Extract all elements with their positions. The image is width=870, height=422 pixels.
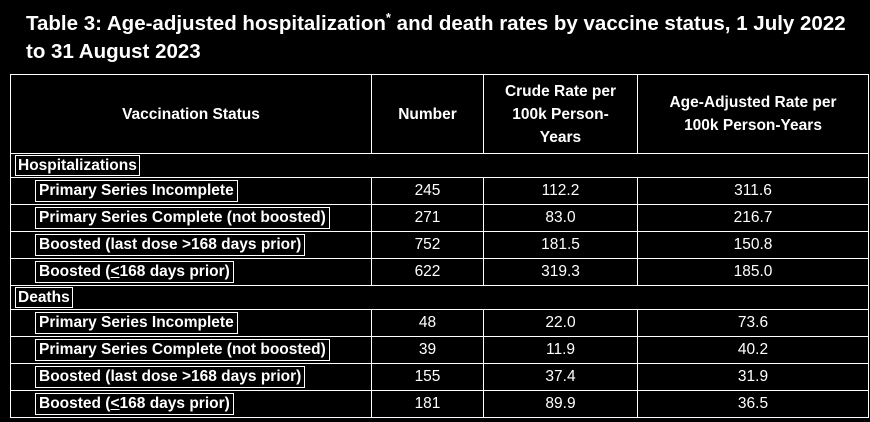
row-crude-rate: 89.9 <box>483 390 638 418</box>
header-age-adjusted-rate: Age-Adjusted Rate per 100k Person-Years <box>637 74 869 154</box>
table-row: Boosted (last dose >168 days prior) 752 … <box>10 231 869 259</box>
table-row: Boosted (<168 days prior) 181 89.9 36.5 <box>10 390 869 418</box>
row-status: Primary Series Incomplete <box>35 180 238 202</box>
row-crude-rate: 22.0 <box>483 309 638 337</box>
row-crude-rate: 83.0 <box>483 204 638 232</box>
row-number: 48 <box>371 309 484 337</box>
row-number: 39 <box>371 336 484 364</box>
row-adjusted-rate: 73.6 <box>637 309 869 337</box>
row-number: 245 <box>371 177 484 205</box>
row-status-symbol: < <box>110 263 120 280</box>
header-row: Vaccination Status Number Crude Rate per… <box>10 74 869 154</box>
row-status-part: 168 days prior) <box>119 263 230 280</box>
row-crude-rate: 11.9 <box>483 336 638 364</box>
row-number: 181 <box>371 390 484 418</box>
row-status: Primary Series Complete (not boosted) <box>35 339 330 361</box>
table-row: Boosted (<168 days prior) 622 319.3 185.… <box>10 258 869 286</box>
table-row: Primary Series Complete (not boosted) 27… <box>10 204 869 232</box>
row-status: Boosted (last dose >168 days prior) <box>35 234 306 256</box>
row-adjusted-rate: 31.9 <box>637 363 869 391</box>
row-adjusted-rate: 150.8 <box>637 231 869 259</box>
row-number: 622 <box>371 258 484 286</box>
row-status-part: Boosted ( <box>39 395 111 412</box>
row-adjusted-rate: 216.7 <box>637 204 869 232</box>
row-adjusted-rate: 40.2 <box>637 336 869 364</box>
group-label: Deaths <box>15 287 73 308</box>
title-footnote-marker: * <box>385 10 391 25</box>
row-status: Primary Series Incomplete <box>35 312 238 334</box>
title-rest: and death rates by vaccine status, 1 Jul… <box>26 11 846 63</box>
title-main: Table 3: Age-adjusted hospitalization <box>26 11 386 35</box>
row-adjusted-rate: 311.6 <box>637 177 869 205</box>
row-number: 155 <box>371 363 484 391</box>
header-crude-rate: Crude Rate per 100k Person-Years <box>483 74 638 154</box>
row-adjusted-rate: 36.5 <box>637 390 869 418</box>
row-status: Boosted (<168 days prior) <box>35 393 234 415</box>
table-row: Primary Series Incomplete 245 112.2 311.… <box>10 177 869 205</box>
table-row: Boosted (last dose >168 days prior) 155 … <box>10 363 869 391</box>
header-number: Number <box>371 74 484 154</box>
row-crude-rate: 181.5 <box>483 231 638 259</box>
row-crude-rate: 319.3 <box>483 258 638 286</box>
row-crude-rate: 112.2 <box>483 177 638 205</box>
row-status: Boosted (last dose >168 days prior) <box>35 366 306 388</box>
row-status: Boosted (<168 days prior) <box>35 261 234 283</box>
row-status-symbol: < <box>110 395 120 412</box>
row-number: 752 <box>371 231 484 259</box>
row-status: Primary Series Complete (not boosted) <box>35 207 330 229</box>
table-row: Primary Series Incomplete 48 22.0 73.6 <box>10 309 869 337</box>
row-status-part: 168 days prior) <box>119 395 230 412</box>
group-label: Hospitalizations <box>15 155 140 176</box>
table-title: Table 3: Age-adjusted hospitalization* a… <box>26 4 856 66</box>
row-number: 271 <box>371 204 484 232</box>
rates-table: Vaccination Status Number Crude Rate per… <box>10 74 869 418</box>
row-crude-rate: 37.4 <box>483 363 638 391</box>
group-row-deaths: Deaths <box>10 285 869 310</box>
header-vaccination-status: Vaccination Status <box>10 74 372 154</box>
row-adjusted-rate: 185.0 <box>637 258 869 286</box>
table-row: Primary Series Complete (not boosted) 39… <box>10 336 869 364</box>
group-row-hospitalizations: Hospitalizations <box>10 153 869 178</box>
row-status-part: Boosted ( <box>39 263 111 280</box>
